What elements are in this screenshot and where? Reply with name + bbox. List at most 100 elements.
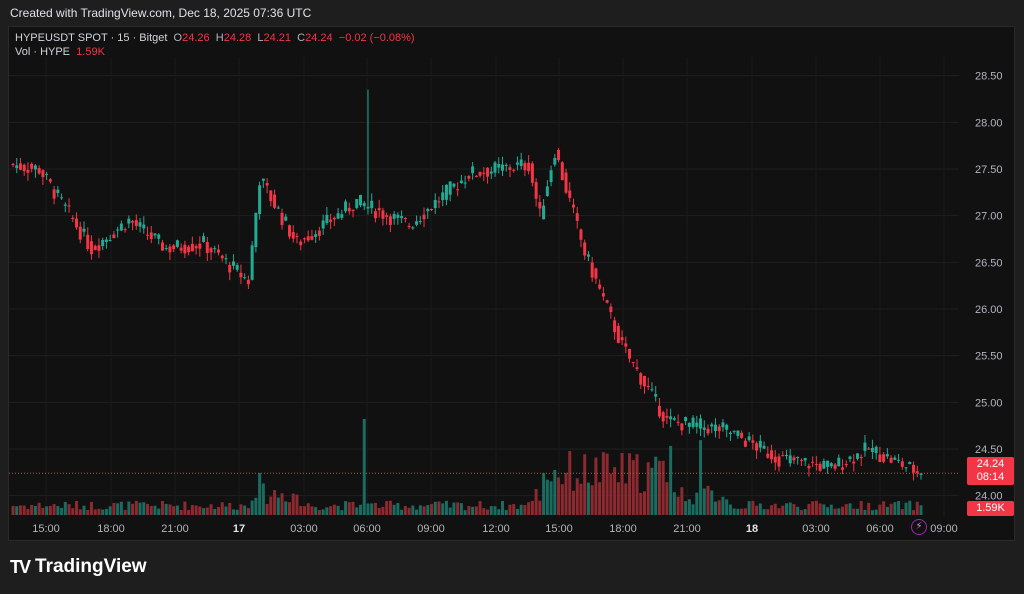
- candle-body: [613, 320, 617, 333]
- volume-bar: [784, 503, 788, 515]
- volume-bar: [131, 503, 135, 515]
- volume-bar: [534, 488, 538, 515]
- volume-bar: [396, 502, 400, 515]
- volume-bar: [175, 505, 179, 515]
- candle-body: [179, 247, 183, 251]
- chart-frame[interactable]: HYPEUSDT SPOT · 15 · Bitget O24.26 H24.2…: [8, 26, 1015, 541]
- candle-body: [239, 272, 243, 278]
- volume-bar: [523, 505, 527, 515]
- volume-bar: [463, 510, 467, 515]
- y-tick-label: 24.50: [975, 444, 1003, 456]
- volume-bar: [149, 505, 153, 515]
- candle-body: [500, 164, 504, 171]
- volume-bar: [571, 490, 575, 515]
- volume-bar: [45, 506, 49, 515]
- candle-body: [822, 461, 826, 469]
- volume-bar: [822, 504, 826, 515]
- volume-bar: [770, 505, 774, 515]
- x-tick-label: 15:00: [545, 523, 573, 535]
- x-tick-label: 03:00: [802, 523, 830, 535]
- candle-body: [441, 192, 445, 201]
- volume-bar: [874, 509, 878, 515]
- candle-body: [18, 163, 22, 170]
- candle-body: [269, 190, 273, 202]
- candle-body: [762, 445, 766, 449]
- candle-body: [175, 240, 179, 247]
- y-tick-label: 26.50: [975, 257, 1003, 269]
- volume-bar: [665, 482, 669, 515]
- volume-bar: [295, 494, 299, 515]
- candle-body: [261, 178, 265, 181]
- x-tick-label: 21:00: [673, 523, 701, 535]
- candle-body: [826, 460, 830, 467]
- volume-bar: [243, 505, 247, 515]
- volume-bar: [400, 509, 404, 515]
- volume-bar: [489, 506, 493, 515]
- volume-bar: [549, 481, 553, 515]
- candle-body: [874, 446, 878, 454]
- symbol-label[interactable]: HYPEUSDT SPOT · 15 · Bitget: [15, 32, 168, 44]
- volume-bar: [325, 507, 329, 515]
- candle-body: [463, 182, 467, 184]
- volume-label[interactable]: Vol · HYPE: [15, 46, 71, 58]
- volume-bar: [63, 501, 67, 515]
- volume-bar: [164, 503, 168, 515]
- volume-bar: [743, 508, 747, 515]
- volume-bar: [209, 504, 213, 515]
- candle-body: [172, 245, 176, 250]
- candle-body: [97, 245, 101, 251]
- candlestick-chart[interactable]: 28.50 28.00 27.50 27.00 26.50 26.00 25.50 25.00…: [9, 27, 1014, 540]
- volume-bar: [624, 483, 628, 515]
- x-tick-label: 15:00: [32, 523, 60, 535]
- candle-body: [418, 221, 422, 223]
- volume-bar: [347, 502, 351, 515]
- candle-body: [71, 217, 75, 220]
- candle-body: [45, 173, 49, 175]
- volume-bar: [30, 504, 34, 515]
- candle-body: [676, 421, 680, 423]
- candle-body: [26, 170, 30, 173]
- volume-bar: [497, 509, 501, 515]
- candle-body: [403, 217, 407, 219]
- candle-body: [796, 457, 800, 459]
- candle-body: [557, 150, 561, 161]
- volume-bar: [213, 508, 217, 515]
- lightning-icon[interactable]: ⚡: [911, 519, 927, 535]
- x-tick-label: 18:00: [609, 523, 637, 535]
- y-tick-label: 28.00: [975, 117, 1003, 129]
- volume-bar: [75, 501, 79, 515]
- volume-bar: [579, 483, 583, 515]
- x-tick-label: 18: [746, 523, 758, 535]
- volume-bar: [803, 509, 807, 515]
- candle-body: [784, 455, 788, 457]
- volume-bar: [493, 506, 497, 515]
- volume-bar: [642, 491, 646, 515]
- candle-body: [75, 218, 79, 228]
- volume-bar: [852, 508, 856, 515]
- volume-bar: [433, 501, 437, 515]
- candle-body: [706, 428, 710, 434]
- volume-bar: [747, 501, 751, 515]
- candle-body: [209, 248, 213, 253]
- volume-bar: [855, 508, 859, 515]
- candle-body: [373, 211, 377, 219]
- candle-body: [30, 163, 34, 169]
- candle-body: [814, 463, 818, 465]
- volume-bar: [254, 497, 258, 515]
- volume-bar: [448, 507, 452, 515]
- volume-bar: [717, 500, 721, 515]
- candle-body: [471, 166, 475, 174]
- candle-body: [37, 168, 41, 174]
- candle-body: [243, 277, 247, 279]
- volume-bar: [89, 501, 93, 515]
- volume-bar: [411, 505, 415, 515]
- candle-body: [370, 200, 374, 209]
- candle-body: [142, 224, 146, 229]
- candle-body: [444, 184, 448, 200]
- candle-body: [407, 225, 411, 228]
- candle-body: [93, 245, 97, 251]
- volume-bar: [833, 508, 837, 515]
- volume-bar: [639, 492, 643, 515]
- candle-body: [317, 230, 321, 236]
- candle-body: [575, 213, 579, 221]
